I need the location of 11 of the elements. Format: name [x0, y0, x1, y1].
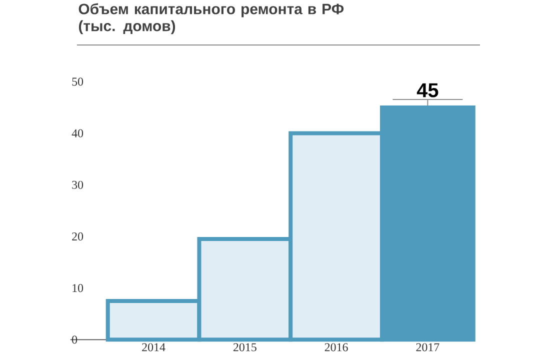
data-label: 45 — [416, 84, 438, 98]
x-tick-label: 2017 — [416, 343, 440, 352]
y-tick-label: 30 — [72, 181, 84, 190]
y-tick-label: 40 — [72, 129, 84, 138]
y-tick-label: 20 — [72, 232, 84, 241]
x-tick-label: 2016 — [324, 343, 348, 352]
chart-title: Объем капитального ремонта в РФ (тыс. домов) — [78, 3, 344, 34]
x-tick-label: 2014 — [142, 343, 166, 352]
x-tick-label: 2015 — [233, 343, 256, 352]
y-tick-label: 50 — [72, 78, 84, 86]
y-tick-label: 10 — [72, 284, 84, 292]
